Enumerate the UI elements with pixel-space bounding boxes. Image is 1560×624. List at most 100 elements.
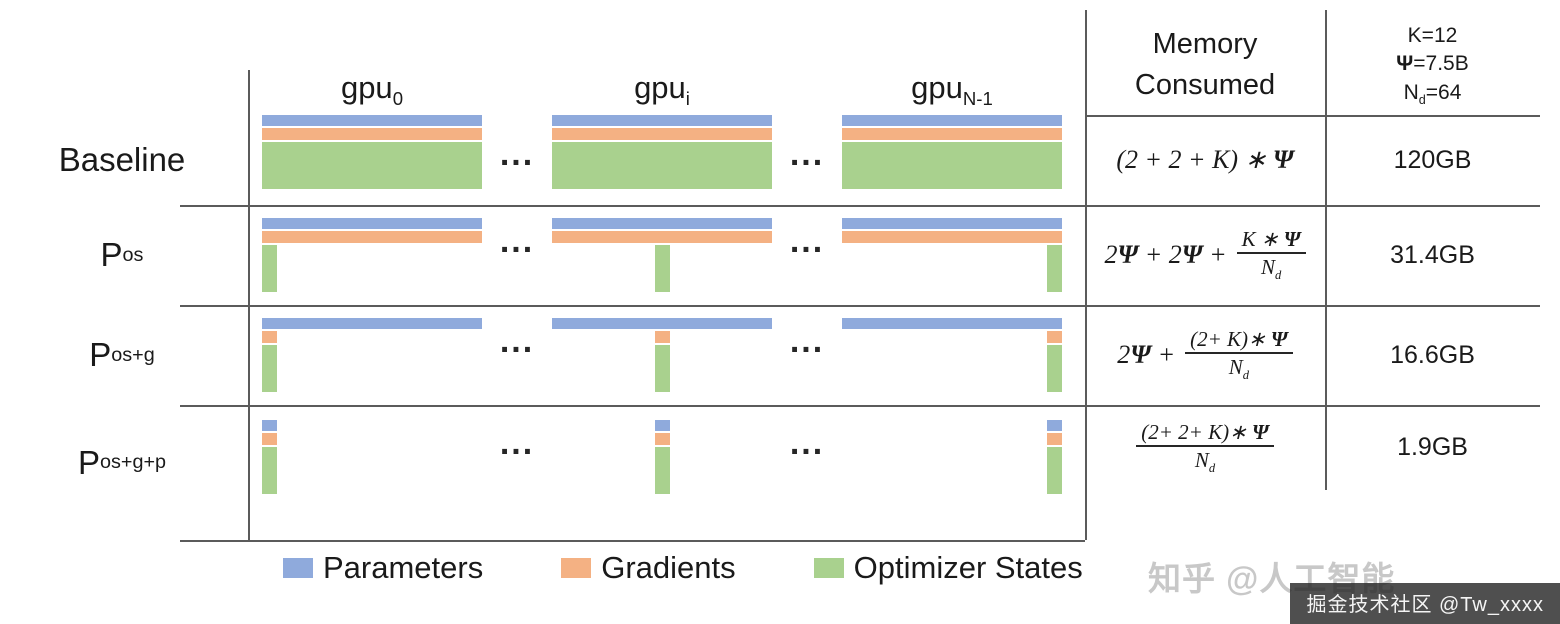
optimizer-shard xyxy=(262,245,277,292)
memory-value: 120GB xyxy=(1393,145,1472,174)
fraction: K ∗ Ψ Nd xyxy=(1236,227,1306,283)
juejin-watermark: 掘金技术社区 @Tw_xxxx xyxy=(1290,583,1560,624)
memory-consumed-header: Memory Consumed xyxy=(1085,24,1325,105)
partitioned-shard xyxy=(1047,420,1062,496)
legend-label-parameters: Parameters xyxy=(323,550,484,585)
partitioned-shard xyxy=(262,420,277,496)
parameters-bar xyxy=(552,218,772,229)
gradients-shard xyxy=(654,331,670,343)
optimizer-bar xyxy=(262,142,482,189)
optimizer-shard xyxy=(1047,447,1062,494)
memory-pos-g-p: 1.9GB xyxy=(1325,405,1540,490)
gpuN-bar-stack xyxy=(842,115,1062,191)
parameters-bar xyxy=(262,115,482,126)
divider-bars-formula xyxy=(1085,10,1087,540)
gpu0-bar-stack xyxy=(262,420,482,496)
formula-text: (2 + 2 + K) ∗ Ψ xyxy=(1116,145,1294,174)
partitioned-shard xyxy=(654,245,670,294)
partitioned-shard xyxy=(262,331,277,394)
sliver-row xyxy=(552,420,772,496)
sliver-row xyxy=(552,245,772,294)
gpu0-bar-stack xyxy=(262,218,482,294)
gpui-label: gpui xyxy=(552,70,772,110)
parameters-shard xyxy=(262,420,277,431)
ellipsis: ... xyxy=(499,424,535,462)
row-divider-3 xyxy=(180,405,1540,407)
parameters-bar xyxy=(262,318,482,329)
gradients-swatch xyxy=(561,558,592,578)
gradients-shard xyxy=(262,433,277,445)
gradients-shard xyxy=(1047,331,1062,343)
parameters-swatch xyxy=(283,558,313,578)
nd-sub: d xyxy=(1418,92,1426,107)
row-divider-1 xyxy=(180,205,1540,207)
formula-text: 2Ψ + xyxy=(1117,340,1176,369)
formula-baseline: (2 + 2 + K) ∗ Ψ xyxy=(1085,115,1325,205)
sliver-row xyxy=(262,245,482,294)
ellipsis: ... xyxy=(499,135,535,173)
row-label-baseline: Baseline xyxy=(0,115,244,205)
parameters-bar xyxy=(552,115,772,126)
gradients-bar xyxy=(842,231,1062,243)
sliver-row xyxy=(262,331,482,394)
gradients-bar xyxy=(552,128,772,140)
partitioned-shard xyxy=(1047,331,1062,394)
gpuN-label: gpuN-1 xyxy=(842,70,1062,110)
label-base: P xyxy=(77,443,100,481)
legend-optimizer-states: Optimizer States xyxy=(813,550,1083,586)
label-base: Baseline xyxy=(58,141,186,178)
nd-base: N xyxy=(1403,80,1419,104)
den-base: N xyxy=(1260,255,1275,280)
gpuN-sub: N-1 xyxy=(962,88,993,110)
row-divider-2 xyxy=(180,305,1540,307)
sliver-row xyxy=(842,420,1062,496)
memory-title-line2: Consumed xyxy=(1134,68,1276,101)
formula-pos-g: 2Ψ + (2+ K)∗ Ψ Nd xyxy=(1085,305,1325,405)
gpu0-sub: 0 xyxy=(392,88,404,110)
ellipsis: ... xyxy=(789,424,825,462)
label-sub: os+g xyxy=(111,343,155,366)
memory-value: 16.6GB xyxy=(1390,340,1475,369)
label-base: P xyxy=(89,336,112,373)
optimizer-shard xyxy=(1047,345,1062,392)
parameters-bar xyxy=(842,218,1062,229)
parameters-bar xyxy=(262,218,482,229)
bars-pos-g-p: ... ... xyxy=(262,420,1062,496)
ellipsis: ... xyxy=(789,322,825,360)
optimizer-shard xyxy=(1047,245,1062,292)
ellipsis: ... xyxy=(499,322,535,360)
fraction-numerator: (2+ 2+ K)∗ Ψ xyxy=(1136,420,1274,447)
gpuN-bar-stack xyxy=(842,420,1062,496)
optimizer-shard xyxy=(654,345,670,392)
gpui-bar-stack xyxy=(552,318,772,394)
den-sub: d xyxy=(1242,368,1250,383)
memory-title-line1: Memory xyxy=(1152,28,1258,60)
sliver-row xyxy=(842,331,1062,394)
partitioned-shard xyxy=(654,420,670,496)
bars-pos: ... ... xyxy=(262,218,1062,294)
gpui-sub: i xyxy=(685,88,690,110)
legend-label-gradients: Gradients xyxy=(601,550,736,585)
den-sub: d xyxy=(1274,268,1282,283)
fraction-numerator: (2+ K)∗ Ψ xyxy=(1185,327,1293,355)
gpui-base: gpu xyxy=(634,70,686,105)
formula-text: 2Ψ + 2Ψ + xyxy=(1104,240,1227,269)
k-constant: K=12 xyxy=(1407,24,1458,47)
ellipsis: ... xyxy=(789,222,825,260)
memory-pos: 31.4GB xyxy=(1325,205,1540,305)
bars-baseline: ... ... xyxy=(262,115,1062,191)
legend: Parameters Gradients Optimizer States xyxy=(283,550,1083,586)
optimizer-states-swatch xyxy=(813,558,844,578)
partitioned-shard xyxy=(654,331,670,394)
bottom-line xyxy=(180,540,1085,542)
gradients-shard xyxy=(1047,433,1062,445)
fraction: (2+ 2+ K)∗ Ψ Nd xyxy=(1136,420,1274,476)
optimizer-shard xyxy=(262,345,277,392)
gpu-headers: gpu0 gpui gpuN-1 xyxy=(262,70,1062,110)
optimizer-shard xyxy=(654,447,670,494)
gpuN-base: gpu xyxy=(911,70,963,105)
optimizer-shard xyxy=(262,447,277,494)
den-base: N xyxy=(1228,355,1243,380)
